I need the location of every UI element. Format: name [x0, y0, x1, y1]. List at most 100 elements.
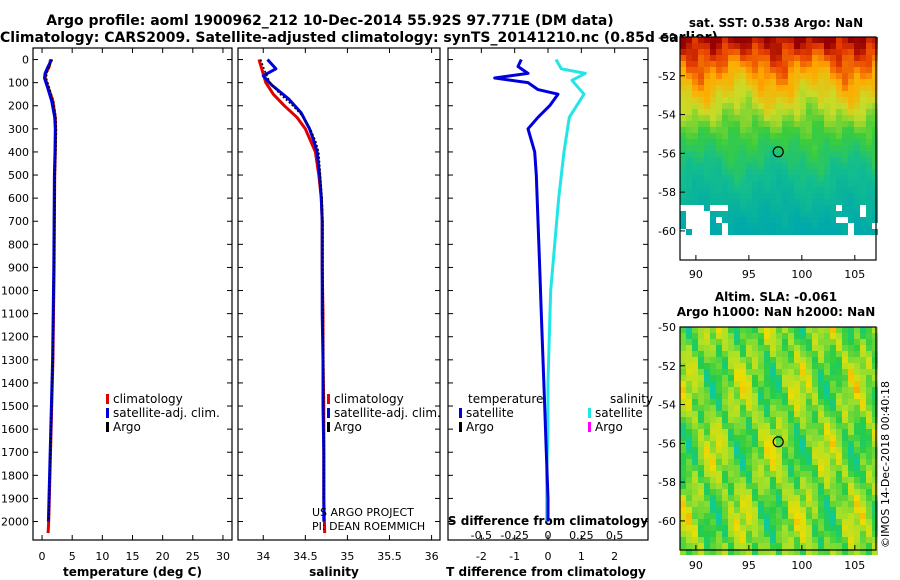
sla-map-cell	[746, 459, 752, 465]
sst-map-cell	[842, 211, 848, 217]
sla-map-cell	[800, 507, 806, 513]
sla-map-cell	[740, 375, 746, 381]
sla-map-cell	[698, 537, 704, 543]
sst-map-cell	[806, 187, 812, 193]
sst-map-cell	[680, 199, 686, 205]
sla-map-cell	[692, 405, 698, 411]
sla-map-cell	[788, 327, 794, 333]
sla-map-cell	[794, 465, 800, 471]
sla-map-cell	[842, 435, 848, 441]
sla-map-cell	[848, 423, 854, 429]
sst-map-cell	[812, 73, 818, 79]
sst-map-cell	[692, 55, 698, 61]
sla-map-cell	[740, 429, 746, 435]
sla-map-cell	[812, 501, 818, 507]
sla-map-cell	[842, 513, 848, 519]
sla-map-cell	[854, 477, 860, 483]
sla-map-cell	[854, 453, 860, 459]
sla-map-cell	[776, 417, 782, 423]
sla-map-cell	[704, 459, 710, 465]
sst-map-cell	[686, 121, 692, 127]
sla-map-cell	[710, 339, 716, 345]
sla-map-cell	[758, 399, 764, 405]
sla-map-cell	[704, 351, 710, 357]
sst-map-cell	[686, 181, 692, 187]
sla-map-cell	[758, 513, 764, 519]
sla-map-cell	[836, 333, 842, 339]
sst-map-cell	[854, 121, 860, 127]
sla-map-cell	[728, 417, 734, 423]
sst-map-cell	[698, 91, 704, 97]
difference-xtick-label: -1	[509, 550, 520, 563]
sst-map-cell	[698, 157, 704, 163]
sst-map-cell	[818, 79, 824, 85]
sla-map-cell	[866, 489, 872, 495]
sst-map-cell	[704, 37, 710, 43]
sla-map-cell	[752, 351, 758, 357]
sla-map-cell	[734, 369, 740, 375]
sla-map-cell	[860, 543, 866, 549]
sla-map-cell	[800, 369, 806, 375]
sst-map-cell	[854, 103, 860, 109]
sst-map-cell	[704, 205, 710, 211]
sst-map-cell	[746, 157, 752, 163]
sst-map-cell	[830, 49, 836, 55]
sla-map-cell	[848, 429, 854, 435]
sla-map-cell	[746, 447, 752, 453]
sla-map-cell	[782, 429, 788, 435]
sst-map-cell	[746, 121, 752, 127]
difference-xlabel: T difference from climatology	[446, 565, 646, 579]
sla-map-cell	[752, 405, 758, 411]
sla-map-cell	[680, 417, 686, 423]
sla-map-cell	[764, 429, 770, 435]
sla-map-subtitle: Argo h1000: NaN h2000: NaN	[677, 305, 876, 319]
sla-map-cell	[734, 537, 740, 543]
sst-map-cell	[764, 73, 770, 79]
sst-map-cell	[704, 79, 710, 85]
sst-map-cell	[764, 163, 770, 169]
sst-map-cell	[818, 211, 824, 217]
sla-map-cell	[860, 411, 866, 417]
sst-map-cell	[830, 229, 836, 235]
sla-map-cell	[818, 351, 824, 357]
temperature-panel: 0100200300400500600700800900100011001200…	[1, 47, 233, 579]
sla-map-cell	[692, 495, 698, 501]
sst-map-cell	[770, 115, 776, 121]
sst-map-cell	[776, 163, 782, 169]
sla-map-cell	[866, 393, 872, 399]
sst-map-cell	[812, 37, 818, 43]
sst-map-cell	[734, 193, 740, 199]
sla-map-cell	[800, 435, 806, 441]
sst-map-cell	[776, 55, 782, 61]
sla-map-cell	[836, 381, 842, 387]
sla-map-cell	[782, 465, 788, 471]
sla-map-cell	[848, 357, 854, 363]
sla-map-cell	[794, 363, 800, 369]
sst-map-cell	[842, 133, 848, 139]
sla-map-cell	[710, 447, 716, 453]
sst-map-cell	[734, 211, 740, 217]
sla-map-cell	[704, 465, 710, 471]
sla-map-cell	[698, 519, 704, 525]
sst-map-cell	[728, 151, 734, 157]
sst-map-cell	[710, 193, 716, 199]
sst-map-cell	[806, 91, 812, 97]
sla-map-cell	[704, 387, 710, 393]
sla-map-cell	[872, 549, 878, 555]
sla-map-cell	[704, 357, 710, 363]
sst-map-cell	[758, 175, 764, 181]
sst-map-cell	[854, 139, 860, 145]
sla-map-cell	[698, 513, 704, 519]
sst-map-cell	[764, 127, 770, 133]
sst-map-cell	[692, 79, 698, 85]
figure-title-line1: Argo profile: aoml 1900962_212 10-Dec-20…	[46, 13, 614, 29]
sst-map-cell	[710, 43, 716, 49]
sla-map-cell	[758, 483, 764, 489]
sst-map-cell	[704, 115, 710, 121]
sst-map-cell	[812, 109, 818, 115]
sla-map-cell	[710, 399, 716, 405]
sla-map-cell	[848, 399, 854, 405]
sst-map-cell	[716, 139, 722, 145]
sst-map-cell	[692, 169, 698, 175]
sla-map-cell	[722, 465, 728, 471]
